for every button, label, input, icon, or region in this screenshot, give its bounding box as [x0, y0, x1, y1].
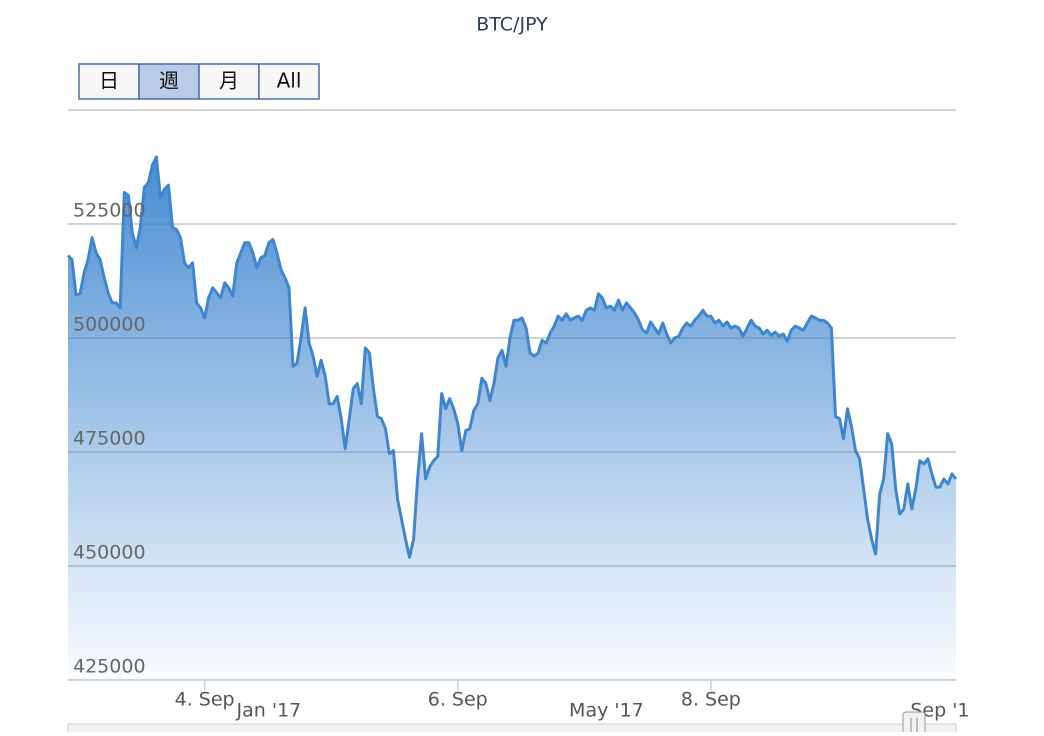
navigator-handle[interactable]	[902, 711, 926, 736]
plot-area	[66, 155, 958, 680]
navigator-tick-label: Jan '17	[236, 700, 302, 722]
y-tick-label: 525000	[73, 200, 146, 222]
navigator[interactable]	[67, 723, 957, 736]
range-button-label[interactable]: 週	[159, 69, 179, 93]
x-tick-label: 4. Sep	[175, 689, 235, 711]
y-tick-label: 425000	[73, 656, 146, 678]
range-button-label[interactable]: 月	[219, 69, 239, 93]
x-tick-label: 8. Sep	[681, 689, 741, 711]
range-button-label[interactable]: 日	[99, 69, 119, 93]
range-button-label[interactable]: All	[277, 69, 302, 93]
range-button[interactable]	[258, 63, 320, 100]
navigator-tick-label: May '17	[569, 700, 644, 722]
x-tick-label: 6. Sep	[428, 689, 488, 711]
y-tick-label: 475000	[73, 428, 146, 450]
chart-title: BTC/JPY	[476, 14, 548, 36]
range-button[interactable]	[198, 63, 260, 100]
y-tick-label: 450000	[73, 542, 146, 564]
axes: 425000 450000 475000 500000 525000 4. Sep 6. S…	[68, 200, 970, 722]
area-fill	[68, 157, 956, 680]
range-button[interactable]	[138, 63, 200, 100]
range-button[interactable]	[78, 63, 140, 100]
y-tick-label: 500000	[73, 314, 146, 336]
range-selector: 日 週 月 All	[78, 63, 320, 100]
line	[66, 155, 958, 559]
